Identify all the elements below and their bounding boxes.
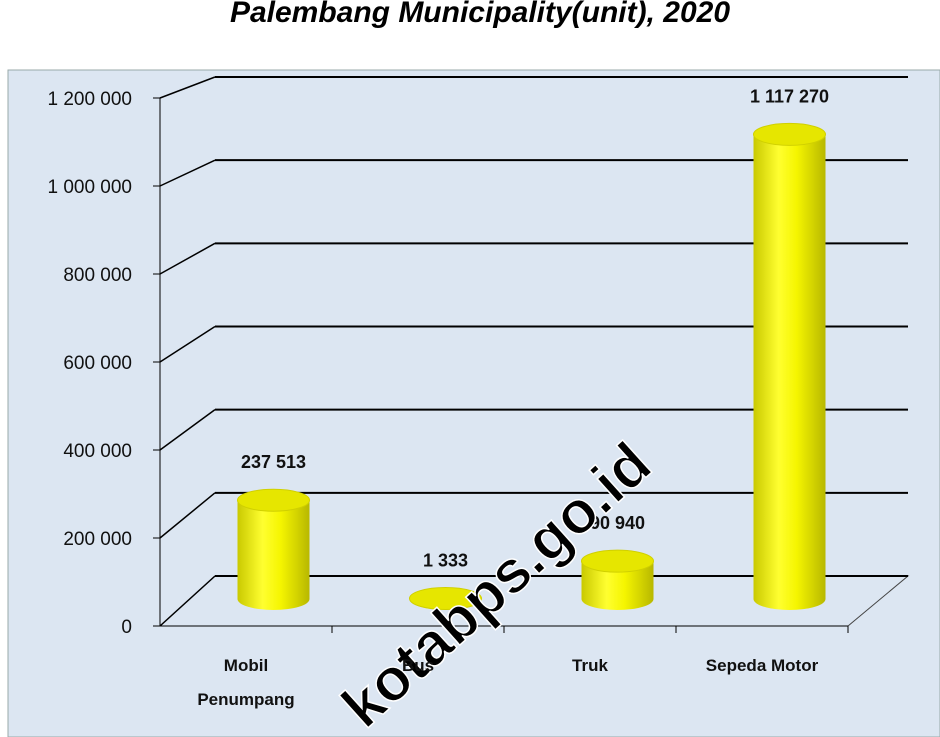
grid-diagonal (159, 409, 216, 451)
bar (581, 549, 654, 610)
x-tick-label: Sepeda Motor (705, 656, 819, 675)
x-tick-label: Bus (401, 656, 435, 675)
bar (237, 488, 310, 610)
y-tick-label: 600 000 (63, 353, 132, 374)
bar-top (581, 549, 654, 573)
grid-diagonal (159, 76, 216, 99)
value-label: 237 513 (241, 452, 306, 472)
grid-diagonal (159, 325, 216, 363)
value-label: 1 333 (423, 550, 468, 570)
y-tick-label: 200 000 (63, 529, 132, 550)
bar (409, 586, 482, 610)
x-tick-label: Mobil Penumpang (197, 656, 295, 709)
y-tick-label: 800 000 (63, 265, 132, 286)
bar-top (237, 488, 310, 512)
y-tick-label: 1 000 000 (47, 177, 132, 198)
grid-diagonal (159, 159, 216, 187)
y-tick-label: 400 000 (63, 441, 132, 462)
y-tick-label: 1 200 000 (47, 89, 132, 110)
grid-diagonal (159, 242, 216, 275)
bar-top (753, 122, 826, 146)
bar-body (753, 134, 826, 610)
bar-top (409, 586, 482, 610)
grid-diagonal (159, 492, 216, 539)
y-tick-label: 0 (121, 617, 132, 638)
bar-body (581, 561, 654, 610)
bar-body (237, 500, 310, 610)
value-label: 1 117 270 (750, 86, 829, 106)
bar (753, 122, 826, 610)
chart-title: Palembang Municipality(unit), 2020 (230, 0, 730, 29)
x-tick-label: Truk (572, 656, 608, 675)
grid-diagonal (159, 575, 216, 627)
value-label: 90 940 (590, 513, 645, 533)
